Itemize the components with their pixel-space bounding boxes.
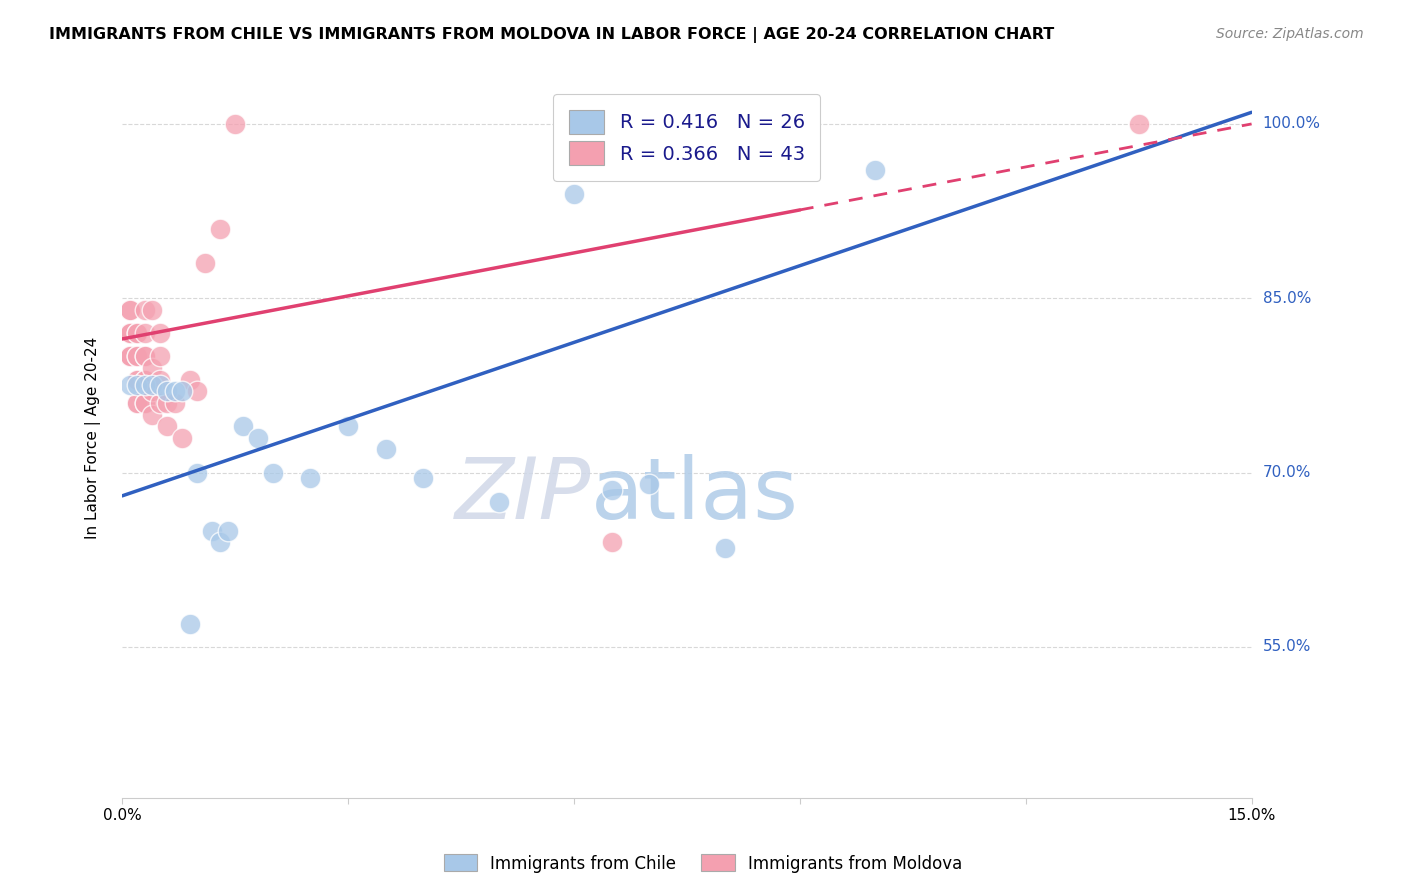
Point <box>713 541 735 556</box>
Point <box>638 477 661 491</box>
Text: atlas: atlas <box>591 454 799 537</box>
Point <box>374 442 396 457</box>
Text: ZIP: ZIP <box>454 454 591 537</box>
Text: 100.0%: 100.0% <box>1263 117 1320 131</box>
Point <box>163 396 186 410</box>
Point <box>127 326 149 340</box>
Point <box>118 326 141 340</box>
Point <box>201 524 224 538</box>
Point <box>562 186 585 201</box>
Point <box>224 117 246 131</box>
Point <box>134 378 156 392</box>
Point <box>134 396 156 410</box>
Point <box>127 350 149 364</box>
Point <box>118 302 141 317</box>
Point <box>127 396 149 410</box>
Point <box>134 373 156 387</box>
Point <box>337 419 360 434</box>
Text: Source: ZipAtlas.com: Source: ZipAtlas.com <box>1216 27 1364 41</box>
Point <box>118 326 141 340</box>
Point <box>127 326 149 340</box>
Point <box>299 471 322 485</box>
Point <box>600 535 623 549</box>
Point <box>141 361 163 376</box>
Point <box>488 494 510 508</box>
Point <box>149 350 172 364</box>
Point <box>217 524 239 538</box>
Point <box>141 302 163 317</box>
Point <box>141 378 163 392</box>
Point <box>134 396 156 410</box>
Point <box>118 326 141 340</box>
Point <box>179 373 201 387</box>
Point <box>149 373 172 387</box>
Text: 55.0%: 55.0% <box>1263 640 1310 655</box>
Point <box>118 350 141 364</box>
Point <box>172 431 194 445</box>
Point <box>156 396 179 410</box>
Point <box>141 384 163 399</box>
Point <box>246 431 269 445</box>
Point <box>172 384 194 399</box>
Legend: Immigrants from Chile, Immigrants from Moldova: Immigrants from Chile, Immigrants from M… <box>437 847 969 880</box>
Point <box>1128 117 1150 131</box>
Point <box>163 384 186 399</box>
Point <box>149 326 172 340</box>
Point <box>127 350 149 364</box>
Point <box>186 466 208 480</box>
Text: IMMIGRANTS FROM CHILE VS IMMIGRANTS FROM MOLDOVA IN LABOR FORCE | AGE 20-24 CORR: IMMIGRANTS FROM CHILE VS IMMIGRANTS FROM… <box>49 27 1054 43</box>
Point <box>186 384 208 399</box>
Point <box>149 396 172 410</box>
Point <box>179 616 201 631</box>
Point <box>127 373 149 387</box>
Point <box>127 378 149 392</box>
Point <box>156 384 179 399</box>
Point <box>134 326 156 340</box>
Point <box>149 378 172 392</box>
Point <box>118 350 141 364</box>
Point <box>127 373 149 387</box>
Point <box>194 256 217 270</box>
Point <box>262 466 284 480</box>
Point <box>600 483 623 497</box>
Point <box>412 471 434 485</box>
Point <box>118 378 141 392</box>
Point <box>118 350 141 364</box>
Point <box>134 302 156 317</box>
Legend: R = 0.416   N = 26, R = 0.366   N = 43: R = 0.416 N = 26, R = 0.366 N = 43 <box>554 95 820 181</box>
Point <box>134 350 156 364</box>
Text: 70.0%: 70.0% <box>1263 465 1310 480</box>
Point <box>134 373 156 387</box>
Point <box>863 163 886 178</box>
Point <box>232 419 254 434</box>
Point <box>156 419 179 434</box>
Point <box>134 350 156 364</box>
Y-axis label: In Labor Force | Age 20-24: In Labor Force | Age 20-24 <box>86 336 101 539</box>
Point <box>118 302 141 317</box>
Point <box>141 408 163 422</box>
Point <box>208 535 231 549</box>
Point <box>208 221 231 235</box>
Text: 85.0%: 85.0% <box>1263 291 1310 306</box>
Point <box>127 396 149 410</box>
